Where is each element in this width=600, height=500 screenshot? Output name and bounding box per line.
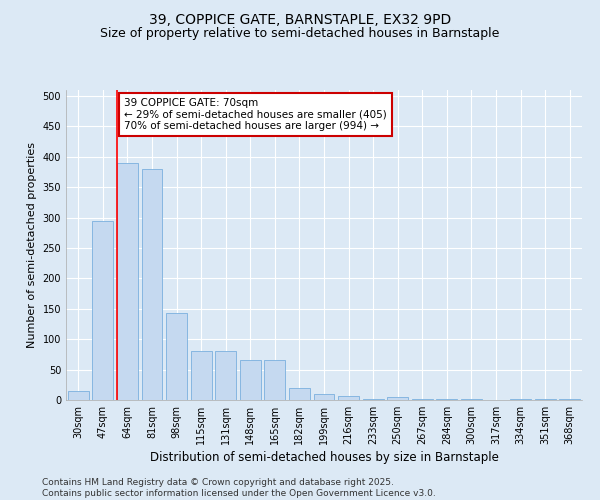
Bar xyxy=(265,360,286,400)
Text: Contains HM Land Registry data © Crown copyright and database right 2025.
Contai: Contains HM Land Registry data © Crown c… xyxy=(42,478,436,498)
Text: 39, COPPICE GATE, BARNSTAPLE, EX32 9PD: 39, COPPICE GATE, BARNSTAPLE, EX32 9PD xyxy=(149,12,451,26)
Bar xyxy=(166,313,187,400)
Bar xyxy=(362,399,383,400)
Bar xyxy=(68,391,89,400)
Bar xyxy=(215,352,236,400)
Bar xyxy=(240,360,261,400)
Bar xyxy=(142,169,163,400)
Bar xyxy=(387,397,408,400)
Bar xyxy=(535,399,556,400)
Bar xyxy=(436,399,457,400)
Bar xyxy=(92,220,113,400)
Bar xyxy=(117,163,138,400)
Text: Size of property relative to semi-detached houses in Barnstaple: Size of property relative to semi-detach… xyxy=(100,28,500,40)
Bar xyxy=(191,352,212,400)
Bar xyxy=(510,399,531,400)
Text: 39 COPPICE GATE: 70sqm
← 29% of semi-detached houses are smaller (405)
70% of se: 39 COPPICE GATE: 70sqm ← 29% of semi-det… xyxy=(124,98,387,131)
Bar xyxy=(461,399,482,400)
Bar xyxy=(559,399,580,400)
X-axis label: Distribution of semi-detached houses by size in Barnstaple: Distribution of semi-detached houses by … xyxy=(149,451,499,464)
Bar xyxy=(314,394,334,400)
Y-axis label: Number of semi-detached properties: Number of semi-detached properties xyxy=(27,142,37,348)
Bar xyxy=(412,399,433,400)
Bar xyxy=(338,396,359,400)
Bar xyxy=(289,388,310,400)
